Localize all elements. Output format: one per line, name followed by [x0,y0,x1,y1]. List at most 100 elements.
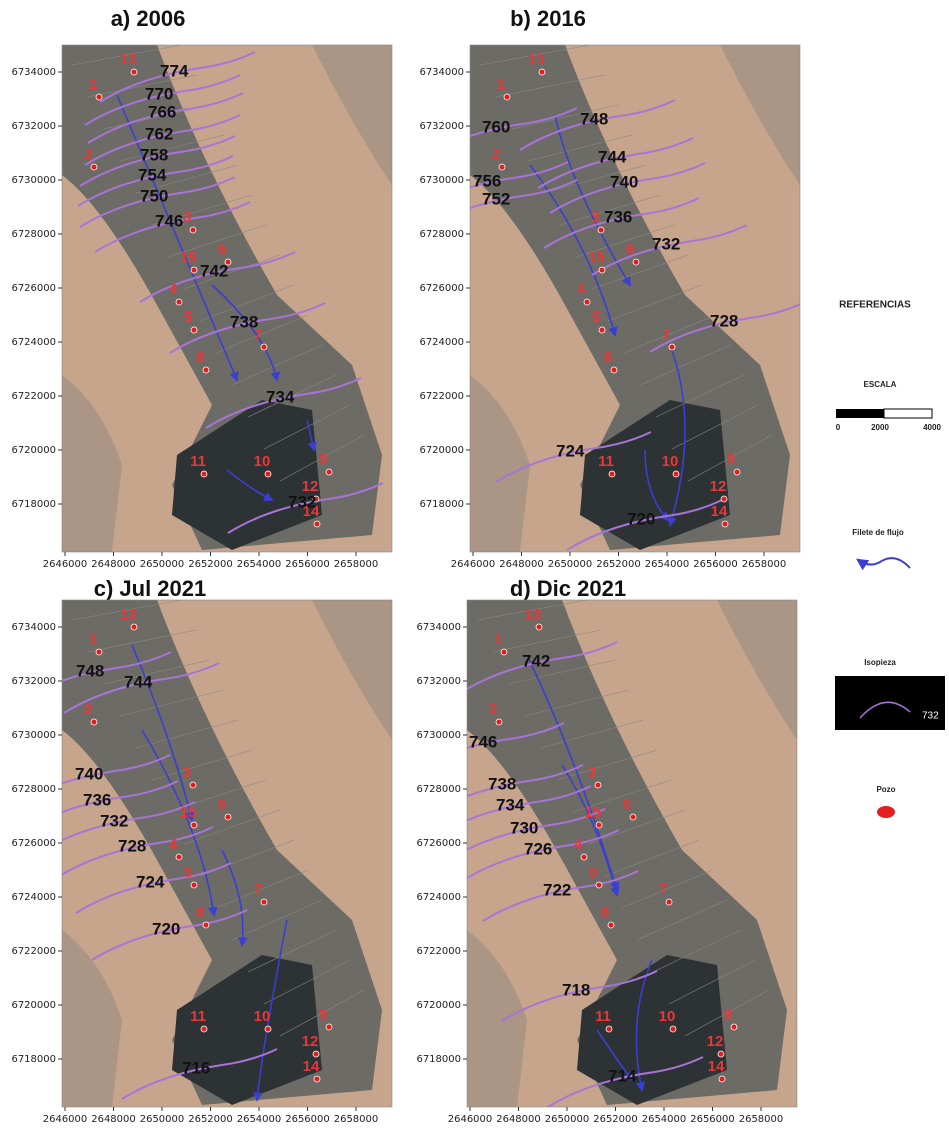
well [733,468,741,476]
hills [62,45,392,552]
isopieza-label: 752 [482,189,510,208]
well-label: 5 [184,309,192,326]
y-tick-label: 6722000 [419,391,464,402]
isopieza-label: 742 [200,261,228,280]
flow-line [131,644,195,822]
flow-label: Filete de flujo [852,528,904,537]
isopieza-line [205,377,362,429]
isopieza-line [467,808,606,851]
panel-title: c) Jul 2021 [94,576,207,601]
isopieza-line [62,754,171,785]
y-tick-label: 6720000 [419,445,464,456]
well-label: 4 [169,281,178,298]
x-tick-label: 2650000 [140,1114,185,1125]
isopieza-label: 728 [118,836,146,855]
isopieza-line [467,641,618,691]
field-line [655,374,745,418]
x-tick-label: 2654000 [645,559,690,570]
x-tick-label: 2656000 [690,1114,735,1125]
isopieza-example: 732 [922,711,939,722]
well [607,921,615,929]
dark-fields [172,400,322,550]
isopieza-line [467,764,584,798]
well [313,1075,321,1083]
well [190,821,198,829]
well-label: 2 [84,146,92,163]
well [597,226,605,234]
well [608,470,616,478]
well-label: 4 [577,281,586,298]
x-tick-label: 2654000 [237,559,282,570]
field-line [508,659,616,685]
field-line [540,719,644,749]
well-label: 9 [319,1006,327,1023]
field-line [263,404,351,450]
isopieza-label: 716 [182,1058,210,1077]
well-label: 14 [711,503,728,520]
field-line [668,959,756,1005]
well [500,648,508,656]
well [224,813,232,821]
y-tick-label: 6734000 [419,67,464,78]
y-tick-label: 6728000 [416,784,461,795]
well-label: 6 [623,796,631,813]
isopieza-label: 734 [496,795,525,814]
well-label: 1 [89,76,97,93]
isopieza-line [566,499,723,551]
well [717,1050,725,1058]
well [95,648,103,656]
well-label: 2 [84,701,92,718]
well-label: 1 [89,631,97,648]
well [325,468,333,476]
well-label: 11 [598,453,614,470]
y-tick-label: 6726000 [11,283,56,294]
isopieza-line [649,303,800,353]
isopieza-line [495,431,652,483]
well-label: 14 [303,1058,320,1075]
flow-icon [856,557,911,571]
well [264,470,272,478]
isopieza-line [227,482,384,534]
isopieza-line [84,74,241,126]
well-label: 11 [595,1008,611,1025]
field-line [671,404,759,450]
field-line [607,284,703,322]
well-label: 14 [303,503,320,520]
well [583,298,591,306]
panel-title: d) Dic 2021 [510,576,626,601]
legend: REFERENCIAS ESCALA 0 2000 4000 Filete de… [835,300,945,818]
well [730,1023,738,1031]
well-label: 5 [592,309,600,326]
isopieza-label: 732 [288,492,316,511]
well [130,68,138,76]
well [538,68,546,76]
isopieza-label: 738 [488,774,516,793]
well [610,366,618,374]
well-label: 13 [525,606,542,623]
well-label: 15 [588,249,605,266]
well-label: 8 [604,349,612,366]
isopieza-line [77,155,234,207]
isopieza-label: 744 [598,147,627,166]
well [665,898,673,906]
well-label: 12 [710,478,727,495]
hills [62,600,392,1107]
x-tick-label: 2652000 [188,559,233,570]
isopieza-label: 736 [604,207,632,226]
well-label: 12 [302,478,319,495]
well-label: 3 [591,209,599,226]
well-label: 12 [302,1033,319,1050]
isopieza-line [75,862,232,914]
y-tick-label: 6728000 [11,229,56,240]
well-label: 3 [183,764,191,781]
field-line [476,600,588,621]
y-tick-label: 6734000 [11,622,56,633]
dark-fields [580,400,730,550]
field-line [623,314,717,354]
y-tick-label: 6728000 [419,229,464,240]
flow-line [211,284,281,382]
isopieza-label: 720 [627,509,655,528]
field-line [231,899,323,941]
